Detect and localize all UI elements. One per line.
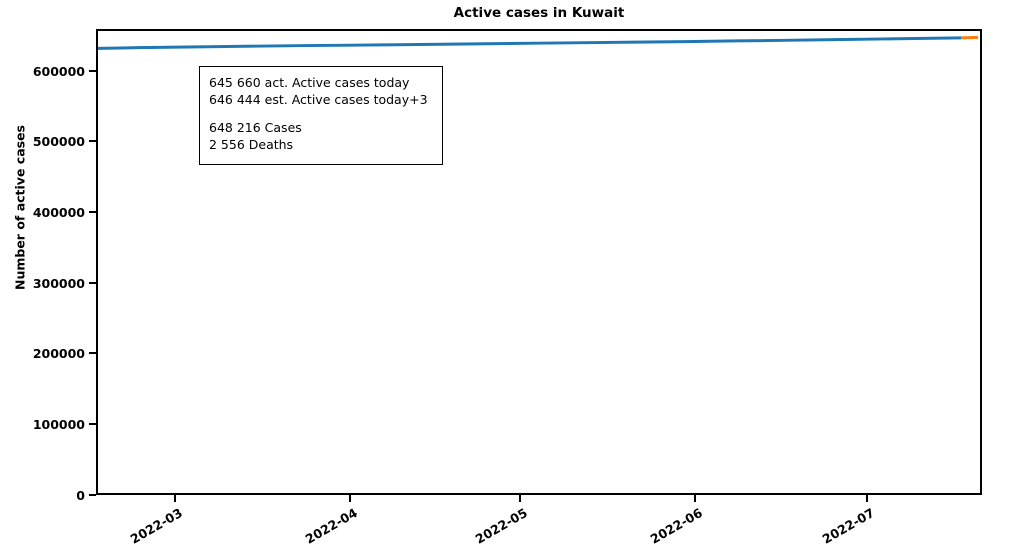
- x-tick-mark-2022-05: [519, 495, 521, 502]
- y-tick-label-600000: 600000: [32, 64, 85, 79]
- x-tick-label-2022-04: 2022-04: [302, 505, 360, 547]
- y-tick-mark-100000: [89, 423, 96, 425]
- x-tick-mark-2022-04: [349, 495, 351, 502]
- series-line-actual: [98, 36, 962, 50]
- x-tick-mark-2022-06: [694, 495, 696, 502]
- legend-line-active-today: 645 660 act. Active cases today: [209, 75, 410, 90]
- x-tick-label-2022-06: 2022-06: [647, 505, 705, 547]
- y-tick-label-400000: 400000: [32, 205, 85, 220]
- y-tick-label-0: 0: [76, 488, 85, 503]
- page-title: Active cases in Kuwait: [453, 5, 625, 21]
- x-tick-mark-2022-07: [866, 495, 868, 502]
- y-tick-label-300000: 300000: [32, 276, 85, 291]
- x-tick-label-2022-03: 2022-03: [127, 505, 185, 547]
- y-tick-label-500000: 500000: [32, 134, 85, 149]
- y-tick-label-100000: 100000: [32, 417, 85, 432]
- plot-area: 645 660 act. Active cases today 646 444 …: [96, 29, 982, 495]
- y-tick-mark-500000: [89, 140, 96, 142]
- x-tick-label-2022-05: 2022-05: [472, 505, 530, 547]
- y-tick-mark-600000: [89, 70, 96, 72]
- x-tick-label-2022-07: 2022-07: [819, 505, 877, 547]
- legend-spacer: [209, 108, 442, 119]
- y-tick-mark-400000: [89, 211, 96, 213]
- y-tick-mark-300000: [89, 282, 96, 284]
- legend-line-cases: 648 216 Cases: [209, 120, 302, 135]
- y-tick-label-200000: 200000: [32, 346, 85, 361]
- y-tick-mark-0: [89, 494, 96, 496]
- x-tick-mark-2022-03: [174, 495, 176, 502]
- y-tick-mark-200000: [89, 352, 96, 354]
- legend-box: 645 660 act. Active cases today 646 444 …: [199, 66, 443, 165]
- legend-line-deaths: 2 556 Deaths: [209, 137, 294, 152]
- legend-line-active-today-plus-3: 646 444 est. Active cases today+3: [209, 92, 428, 107]
- series-svg: [98, 35, 979, 50]
